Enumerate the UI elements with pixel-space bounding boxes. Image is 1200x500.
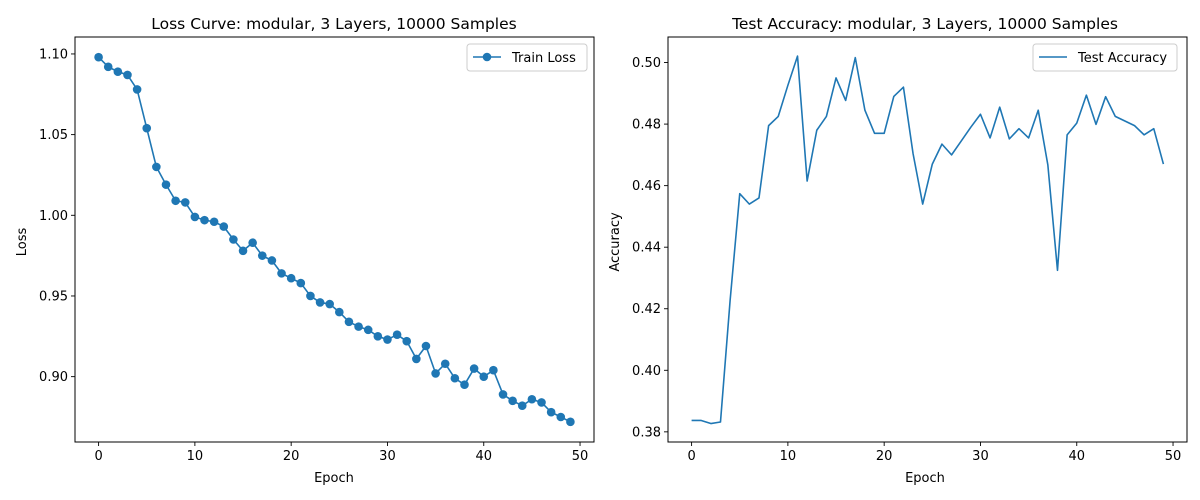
data-point: [200, 215, 209, 225]
data-point: [315, 298, 325, 307]
data-point: [257, 251, 267, 260]
y-tick-label: 0.48: [632, 118, 661, 133]
x-tick-label: 0: [687, 449, 695, 464]
data-point: [277, 269, 286, 278]
x-tick-label: 50: [1165, 449, 1182, 464]
loss-chart-axes-frame: [74, 36, 595, 443]
data-point: [373, 332, 383, 341]
accuracy-chart-ticks: 0 10 20 30 40 50 0.38 0.40 0.42 0.44 0.46 0.48 0.50: [632, 56, 1181, 464]
data-point: [286, 273, 296, 283]
y-tick-label: 0.42: [632, 302, 661, 317]
x-tick-label: 10: [187, 449, 204, 464]
data-point: [450, 373, 460, 383]
accuracy-chart-legend: Test Accuracy: [1032, 43, 1178, 72]
data-point: [412, 354, 421, 364]
x-tick-label: 20: [283, 449, 300, 464]
loss-chart-title: Loss Curve: modular, 3 Layers, 10000 Sam…: [151, 15, 516, 33]
data-point: [527, 394, 537, 404]
data-point: [190, 212, 200, 222]
loss-chart-legend: Train Loss: [466, 43, 588, 72]
data-point: [354, 322, 363, 331]
y-tick-label: 0.95: [39, 289, 68, 304]
accuracy-chart-axes-frame: [667, 36, 1188, 443]
data-point: [479, 372, 489, 381]
x-tick-label: 50: [572, 449, 589, 464]
data-point: [209, 217, 219, 227]
data-point: [498, 390, 508, 399]
data-point: [344, 317, 354, 327]
data-point: [546, 407, 556, 417]
data-point: [123, 70, 132, 80]
data-point: [402, 336, 412, 346]
loss-chart-ylabel: Loss: [15, 228, 30, 257]
accuracy-chart-series: [691, 55, 1165, 425]
x-tick-label: 0: [94, 449, 102, 464]
accuracy-chart-ylabel: Accuracy: [608, 212, 623, 272]
data-point: [517, 401, 527, 411]
y-tick-label: 1.00: [39, 209, 68, 224]
data-point: [152, 162, 161, 172]
loss-chart-ticks: 0 10 20 30 40 50 0.90 0.95 1.00 1.05 1.10: [39, 47, 588, 464]
data-point: [171, 196, 180, 206]
data-point: [440, 359, 450, 369]
data-point: [180, 198, 190, 207]
x-tick-label: 20: [876, 449, 893, 464]
y-tick-label: 0.90: [39, 370, 68, 385]
data-point: [306, 291, 315, 301]
y-tick-label: 0.38: [632, 425, 661, 440]
data-point: [421, 341, 431, 351]
data-point: [566, 417, 575, 427]
loss-chart: Loss Curve: modular, 3 Layers, 10000 Sam…: [15, 15, 595, 486]
y-tick-label: 1.05: [39, 128, 68, 143]
data-point: [489, 365, 498, 375]
data-point: [469, 364, 479, 373]
x-tick-label: 40: [475, 449, 492, 464]
x-tick-label: 30: [972, 449, 989, 464]
accuracy-chart-xlabel: Epoch: [905, 471, 945, 486]
data-point: [383, 335, 392, 344]
data-point: [363, 325, 373, 335]
data-point: [142, 123, 152, 133]
data-point: [460, 380, 469, 390]
y-tick-label: 0.46: [632, 179, 661, 194]
data-point: [103, 62, 113, 72]
data-point: [267, 256, 277, 265]
data-point: [508, 396, 517, 406]
legend-frame: [1032, 43, 1178, 72]
data-point: [113, 67, 123, 76]
legend-marker-swatch: [482, 52, 492, 62]
x-tick-label: 10: [780, 449, 797, 464]
data-point: [161, 180, 171, 189]
data-point: [238, 246, 248, 256]
loss-chart-series: [94, 52, 575, 427]
data-point: [248, 238, 257, 248]
legend-label: Train Loss: [511, 51, 576, 66]
data-point: [556, 412, 566, 422]
data-point: [219, 222, 229, 231]
data-point: [296, 278, 306, 288]
data-point: [229, 235, 238, 244]
legend-frame: [466, 43, 588, 72]
y-tick-label: 1.10: [39, 47, 68, 62]
data-point: [335, 307, 344, 317]
loss-chart-xlabel: Epoch: [314, 471, 354, 486]
x-tick-label: 30: [379, 449, 396, 464]
y-tick-label: 0.44: [632, 241, 661, 256]
accuracy-chart: Test Accuracy: modular, 3 Layers, 10000 …: [608, 15, 1188, 486]
data-point: [392, 330, 402, 340]
data-point: [325, 299, 334, 309]
legend-label: Test Accuracy: [1077, 51, 1167, 66]
y-tick-label: 0.50: [632, 56, 661, 71]
data-point: [431, 369, 440, 378]
data-point: [94, 52, 103, 62]
series-line: [691, 55, 1165, 425]
accuracy-chart-title: Test Accuracy: modular, 3 Layers, 10000 …: [731, 15, 1118, 33]
data-point: [132, 85, 142, 94]
data-point: [537, 398, 546, 407]
x-tick-label: 40: [1068, 449, 1085, 464]
y-tick-label: 0.40: [632, 364, 661, 379]
